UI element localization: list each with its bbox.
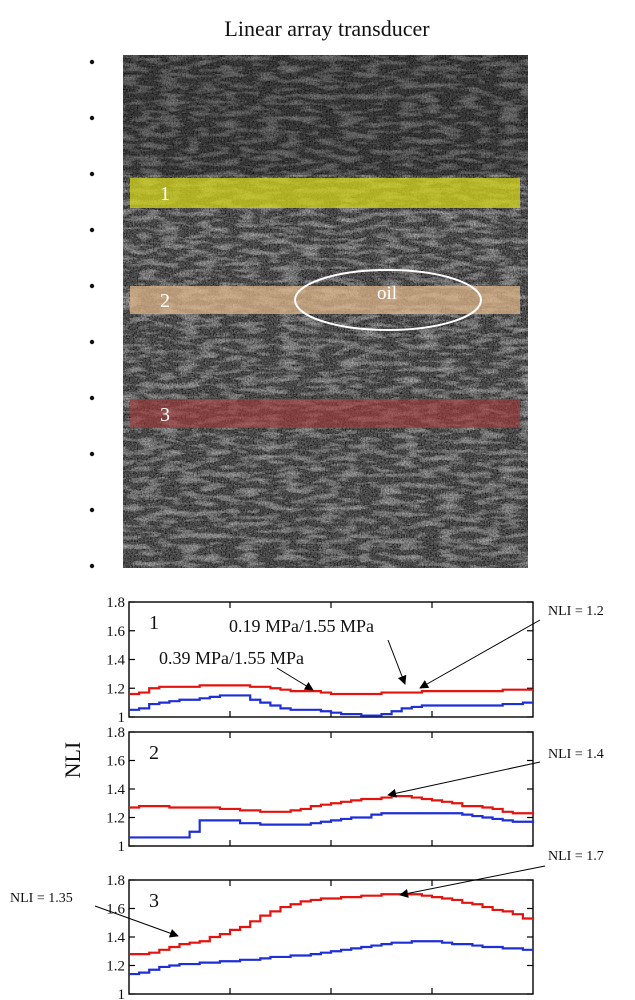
band-1 bbox=[130, 178, 520, 208]
scale-dot bbox=[89, 59, 95, 65]
scale-dot bbox=[89, 283, 95, 289]
chart-panel-3: 1 1.2 1.4 1.6 1.8 3 bbox=[106, 873, 535, 1000]
y-tick-label: 1.8 bbox=[106, 595, 125, 611]
scale-dot bbox=[89, 227, 95, 233]
plot-frame bbox=[128, 879, 534, 995]
band-3 bbox=[130, 399, 520, 428]
annotation-arrow bbox=[419, 619, 541, 689]
panel-label: 3 bbox=[149, 890, 159, 912]
series-line-blue bbox=[129, 694, 533, 717]
band-2 bbox=[130, 286, 520, 314]
annotation-arrow bbox=[387, 639, 407, 685]
oil-label: oil bbox=[377, 283, 397, 304]
plot-frame bbox=[128, 731, 534, 847]
y-tick-label: 1.4 bbox=[106, 930, 125, 946]
y-tick-label: 1.2 bbox=[106, 959, 125, 975]
y-tick-label: 1 bbox=[118, 710, 126, 726]
band-3-label: 3 bbox=[160, 404, 170, 426]
y-tick-label: 1.6 bbox=[106, 754, 125, 770]
y-tick-label: 1 bbox=[118, 987, 126, 1000]
chart-panel-1: 1 1.2 1.4 1.6 1.8 1 bbox=[106, 595, 534, 726]
nli-charts: 11.21.41.61.8111.21.41.61.8211.21.41.61.… bbox=[10, 595, 604, 1000]
annotation-arrow bbox=[399, 865, 546, 898]
y-tick-label: 1.2 bbox=[106, 811, 125, 827]
scale-dot bbox=[89, 563, 95, 569]
scale-dot bbox=[89, 395, 95, 401]
scale-dot bbox=[89, 115, 95, 121]
annotation: 0.39 MPa/1.55 MPa bbox=[159, 648, 314, 691]
oil-region-outline bbox=[294, 269, 482, 331]
annotation-text: NLI = 1.2 bbox=[548, 604, 604, 619]
y-tick-label: 1.8 bbox=[106, 725, 125, 741]
annotation-text: NLI = 1.35 bbox=[10, 891, 73, 906]
depth-scale-dots bbox=[89, 59, 95, 569]
y-axis-label: NLI bbox=[60, 742, 85, 779]
y-tick-label: 1.6 bbox=[106, 624, 125, 640]
annotation: 0.19 MPa/1.55 MPa bbox=[229, 616, 407, 685]
band-1-label: 1 bbox=[160, 183, 170, 205]
annotation: NLI = 1.2 bbox=[419, 604, 604, 689]
y-tick-label: 1 bbox=[118, 839, 126, 855]
scale-dot bbox=[89, 171, 95, 177]
panel-label: 1 bbox=[149, 612, 159, 634]
annotation-text: NLI = 1.7 bbox=[548, 849, 604, 864]
annotation-text: 0.39 MPa/1.55 MPa bbox=[159, 648, 304, 668]
annotation-text: NLI = 1.4 bbox=[548, 747, 604, 762]
annotation-text: 0.19 MPa/1.55 MPa bbox=[229, 616, 374, 636]
annotation-arrow bbox=[276, 667, 314, 691]
band-2-label: 2 bbox=[160, 290, 170, 312]
scale-dot bbox=[89, 507, 95, 513]
annotation: NLI = 1.4 bbox=[387, 747, 604, 798]
y-tick-label: 1.8 bbox=[106, 873, 125, 889]
y-tick-label: 1.6 bbox=[106, 902, 125, 918]
y-tick-label: 1.4 bbox=[106, 653, 125, 669]
annotation: NLI = 1.35 bbox=[10, 891, 179, 938]
figure-title: Linear array transducer bbox=[224, 16, 430, 41]
series-line-blue bbox=[129, 812, 535, 839]
annotation-arrow bbox=[94, 905, 179, 938]
scale-dot bbox=[89, 339, 95, 345]
series-line-red bbox=[129, 795, 535, 815]
series-line-blue bbox=[129, 940, 533, 976]
series-line-red bbox=[129, 684, 533, 696]
scale-dot bbox=[89, 451, 95, 457]
y-tick-label: 1.4 bbox=[106, 782, 125, 798]
panel-label: 2 bbox=[149, 742, 159, 764]
chart-panel-2: 1 1.2 1.4 1.6 1.8 2 bbox=[106, 725, 535, 855]
y-tick-label: 1.2 bbox=[106, 681, 125, 697]
annotation-arrow bbox=[387, 761, 541, 798]
annotation: NLI = 1.7 bbox=[399, 849, 604, 898]
series-line-red bbox=[129, 893, 535, 956]
